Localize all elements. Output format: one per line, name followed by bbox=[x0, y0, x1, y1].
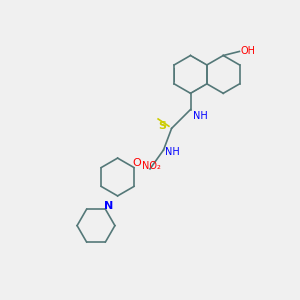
Text: NH: NH bbox=[193, 111, 208, 121]
Text: O: O bbox=[132, 158, 141, 169]
Text: N: N bbox=[104, 201, 113, 212]
Text: NH: NH bbox=[165, 147, 180, 157]
Text: S: S bbox=[158, 121, 166, 131]
Text: NO₂: NO₂ bbox=[142, 161, 161, 171]
Text: OH: OH bbox=[241, 46, 256, 56]
